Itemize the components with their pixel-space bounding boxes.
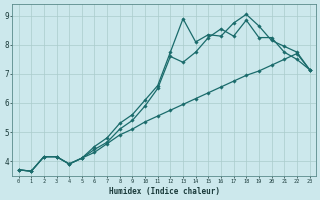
- X-axis label: Humidex (Indice chaleur): Humidex (Indice chaleur): [108, 187, 220, 196]
